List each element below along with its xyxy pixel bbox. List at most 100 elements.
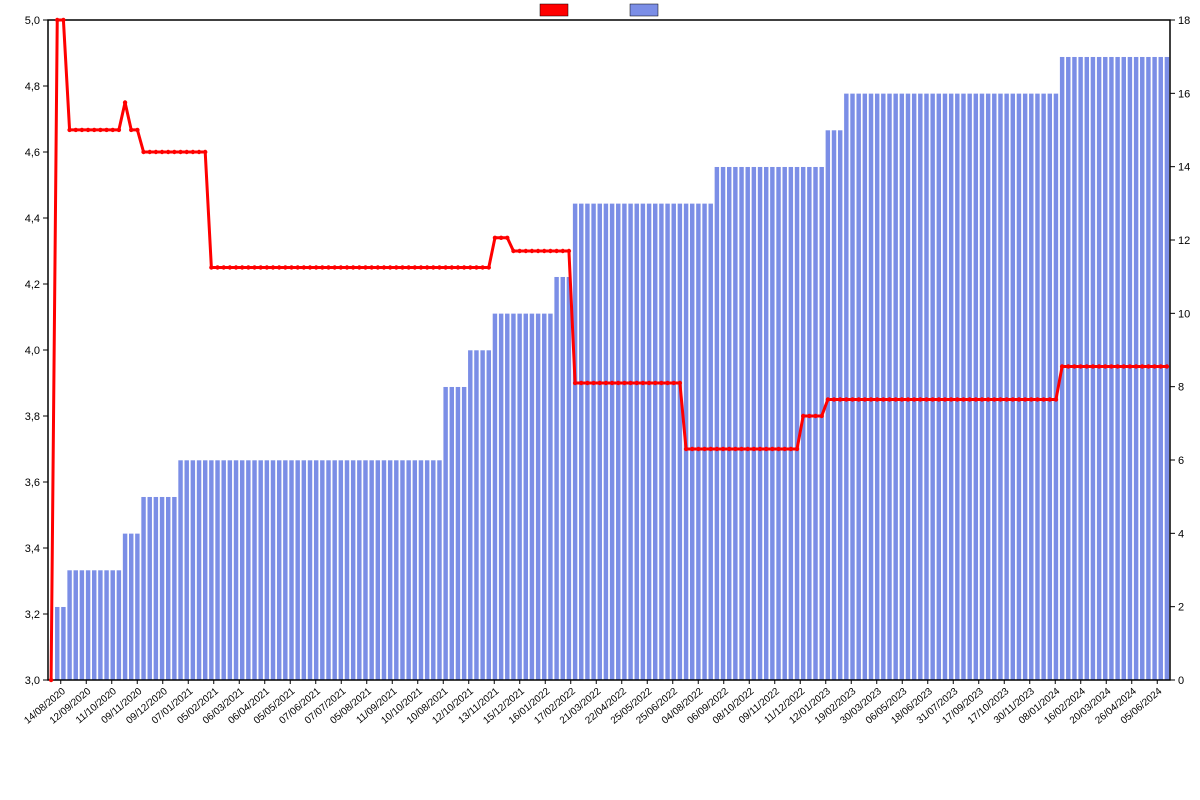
line-marker (733, 447, 737, 451)
line-marker (653, 381, 657, 385)
bar (597, 203, 602, 680)
line-marker (598, 381, 602, 385)
line-marker (437, 265, 441, 269)
line-marker (542, 249, 546, 253)
bar (702, 203, 707, 680)
line-marker (1004, 397, 1008, 401)
line-marker (856, 397, 860, 401)
line-marker (684, 447, 688, 451)
bar (739, 167, 744, 680)
line-marker (782, 447, 786, 451)
line-marker (487, 265, 491, 269)
bar (332, 460, 337, 680)
line-marker (308, 265, 312, 269)
line-marker (665, 381, 669, 385)
line-marker (258, 265, 262, 269)
line-marker (801, 414, 805, 418)
line-marker (696, 447, 700, 451)
bar (203, 460, 208, 680)
bar (659, 203, 664, 680)
line-marker (1103, 364, 1107, 368)
line-marker (388, 265, 392, 269)
line-marker (998, 397, 1002, 401)
bar (394, 460, 399, 680)
line-marker (1017, 397, 1021, 401)
bar (708, 203, 713, 680)
line-marker (1072, 364, 1076, 368)
line-marker (1035, 397, 1039, 401)
y-left-tick-label: 3,6 (25, 477, 40, 489)
line-marker (332, 265, 336, 269)
line-marker (826, 397, 830, 401)
line-marker (1029, 397, 1033, 401)
line-marker (505, 236, 509, 240)
bar (721, 167, 726, 680)
bar (856, 93, 861, 680)
line-marker (443, 265, 447, 269)
bar (505, 313, 510, 680)
line-marker (1146, 364, 1150, 368)
bar (671, 203, 676, 680)
y-left-tick-label: 3,4 (25, 543, 40, 555)
x-axis: 14/08/202012/09/202011/10/202009/11/2020… (22, 680, 1164, 727)
line-marker (357, 265, 361, 269)
bar (227, 460, 232, 680)
bar (1023, 93, 1028, 680)
bar (468, 350, 473, 680)
line-marker (240, 265, 244, 269)
line-marker (104, 128, 108, 132)
line-marker (579, 381, 583, 385)
line-marker (678, 381, 682, 385)
bar (523, 313, 528, 680)
line-marker (604, 381, 608, 385)
line-marker (1165, 364, 1169, 368)
line-marker (1134, 364, 1138, 368)
line-marker (924, 397, 928, 401)
line-marker (690, 447, 694, 451)
bar (745, 167, 750, 680)
line-marker (930, 397, 934, 401)
bar (381, 460, 386, 680)
line-marker (111, 128, 115, 132)
line-marker (1011, 397, 1015, 401)
bar (55, 607, 60, 680)
bar (314, 460, 319, 680)
line-marker (203, 150, 207, 154)
y-left-tick-label: 4,6 (25, 147, 40, 159)
line-marker (413, 265, 417, 269)
bar (110, 570, 115, 680)
bar (955, 93, 960, 680)
bar (831, 130, 836, 680)
bar (486, 350, 491, 680)
line-marker (462, 265, 466, 269)
line-marker (912, 397, 916, 401)
bar (942, 93, 947, 680)
line-marker (616, 381, 620, 385)
bar (474, 350, 479, 680)
line-marker (1109, 364, 1113, 368)
bar (258, 460, 263, 680)
line-marker (721, 447, 725, 451)
line-marker (955, 397, 959, 401)
bar (270, 460, 275, 680)
bar (893, 93, 898, 680)
line-marker (1097, 364, 1101, 368)
bar (344, 460, 349, 680)
line-marker (400, 265, 404, 269)
bar (585, 203, 590, 680)
line-marker (228, 265, 232, 269)
line-marker (320, 265, 324, 269)
line-marker (277, 265, 281, 269)
bar (462, 387, 467, 680)
line-marker (74, 128, 78, 132)
line-marker (591, 381, 595, 385)
bar (135, 533, 140, 680)
y-left-tick-label: 3,8 (25, 411, 40, 423)
bars-group (55, 57, 1170, 680)
bar (104, 570, 109, 680)
line-marker (67, 128, 71, 132)
bar (1004, 93, 1009, 680)
line-marker (474, 265, 478, 269)
dual-axis-chart: 3,03,23,43,63,84,04,24,44,64,85,00246810… (0, 0, 1200, 800)
line-marker (524, 249, 528, 253)
